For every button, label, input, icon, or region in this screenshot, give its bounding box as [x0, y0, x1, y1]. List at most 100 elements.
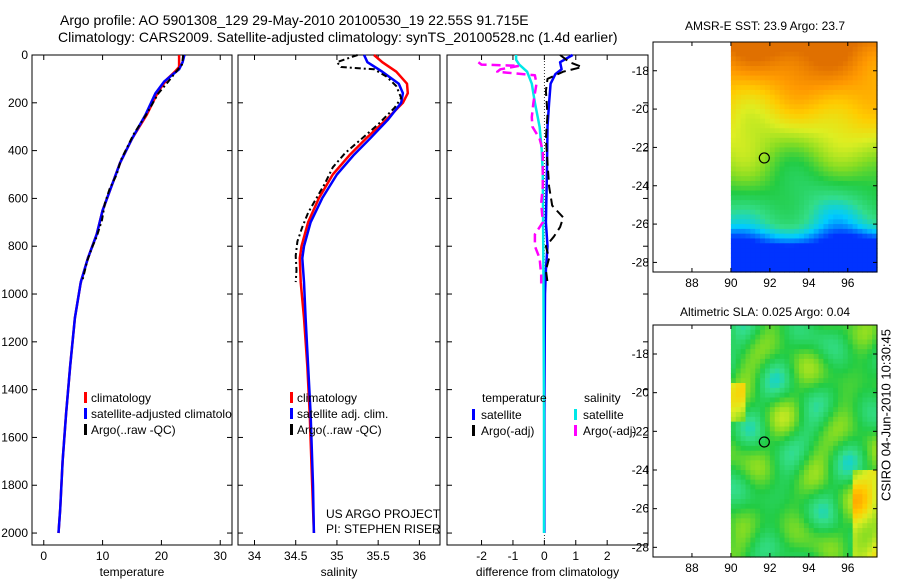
- heat-cell: [784, 248, 790, 254]
- heat-cell: [828, 65, 834, 72]
- heat-cell: [799, 455, 805, 461]
- heat-cell: [769, 161, 776, 168]
- heat-cell: [823, 118, 829, 125]
- heat-cell: [755, 358, 761, 365]
- heat-cell: [765, 61, 771, 67]
- heat-cell: [872, 484, 878, 490]
- heat-cell: [735, 42, 742, 48]
- heat-cell: [842, 190, 849, 196]
- heat-cell: [803, 494, 810, 500]
- heat-cell: [774, 552, 781, 558]
- heat-cell: [735, 224, 742, 230]
- heat-cell: [755, 42, 761, 48]
- heat-cell: [730, 494, 737, 500]
- heat-cell: [750, 402, 756, 408]
- heat-cell: [750, 248, 756, 254]
- heat-cell: [833, 142, 839, 149]
- heat-cell: [818, 508, 825, 515]
- heat-cell: [779, 431, 786, 437]
- heat-cell: [799, 85, 805, 91]
- heat-cell: [833, 185, 839, 192]
- heat-cell: [774, 436, 781, 442]
- heat-cell: [769, 180, 776, 187]
- y-tick-label: -26: [632, 502, 650, 516]
- heat-cell: [862, 532, 868, 539]
- heat-cell: [833, 195, 839, 201]
- heat-cell: [857, 267, 863, 273]
- heat-cell: [857, 133, 863, 139]
- heat-cell: [852, 552, 859, 558]
- heat-cell: [833, 248, 839, 254]
- heat-cell: [760, 56, 766, 62]
- heat-cell: [852, 123, 859, 129]
- heat-cell: [789, 185, 795, 192]
- heat-cell: [735, 325, 742, 331]
- heat-cell: [784, 42, 790, 48]
- heat-cell: [779, 460, 786, 466]
- heat-cell: [735, 329, 742, 336]
- heat-cell: [808, 133, 815, 139]
- heat-cell: [852, 257, 859, 264]
- heat-cell: [842, 109, 849, 115]
- heat-cell: [740, 243, 747, 249]
- heat-cell: [750, 238, 756, 244]
- heat-cell: [750, 209, 756, 216]
- heat-cell: [740, 334, 747, 341]
- heat-cell: [833, 416, 839, 423]
- heat-cell: [808, 176, 815, 182]
- heat-cell: [813, 460, 820, 466]
- heat-cell: [799, 368, 805, 374]
- heat-cell: [813, 528, 820, 534]
- heat-cell: [735, 65, 742, 72]
- heat-cell: [857, 252, 863, 259]
- heat-cell: [833, 224, 839, 230]
- heat-cell: [842, 494, 849, 500]
- heat-cell: [774, 166, 781, 172]
- heat-cell: [828, 436, 834, 442]
- heat-cell: [823, 368, 829, 374]
- heat-cell: [740, 152, 747, 158]
- heat-cell: [740, 176, 747, 182]
- heat-cell: [784, 528, 790, 534]
- heat-cell: [803, 152, 810, 158]
- heat-cell: [755, 484, 761, 490]
- heat-cell: [823, 547, 829, 553]
- heat-cell: [803, 75, 810, 81]
- heat-cell: [852, 137, 859, 144]
- heat-cell: [760, 518, 766, 524]
- heat-cell: [789, 262, 795, 268]
- heat-cell: [799, 528, 805, 534]
- heat-cell: [750, 204, 756, 211]
- heat-cell: [852, 470, 859, 476]
- y-tick-label: 1600: [1, 430, 28, 444]
- heat-cell: [857, 257, 863, 264]
- heat-cell: [755, 431, 761, 437]
- heat-cell: [740, 109, 747, 115]
- heat-cell: [760, 450, 766, 457]
- legend-swatch: [84, 392, 87, 403]
- heat-cell: [774, 152, 781, 158]
- heat-cell: [730, 113, 737, 120]
- legend-label: climatology: [297, 391, 357, 405]
- heat-cell: [760, 402, 766, 408]
- heat-cell: [833, 412, 839, 418]
- heat-cell: [813, 113, 820, 120]
- heat-cell: [862, 262, 868, 268]
- heat-cell: [769, 325, 776, 331]
- heat-cell: [862, 518, 868, 524]
- heat-cell: [852, 445, 859, 452]
- heat-cell: [838, 128, 844, 134]
- heat-cell: [852, 378, 859, 384]
- legend-swatch: [84, 408, 87, 419]
- heat-cell: [862, 470, 868, 476]
- heat-cell: [740, 523, 747, 529]
- heat-cell: [745, 368, 751, 374]
- heat-cell: [852, 228, 859, 235]
- heat-cell: [784, 137, 790, 144]
- heat-cell: [765, 373, 771, 379]
- heat-cell: [852, 354, 859, 360]
- heat-cell: [789, 80, 795, 86]
- heat-cell: [813, 190, 820, 196]
- heat-cell: [799, 219, 805, 225]
- heat-cell: [750, 152, 756, 158]
